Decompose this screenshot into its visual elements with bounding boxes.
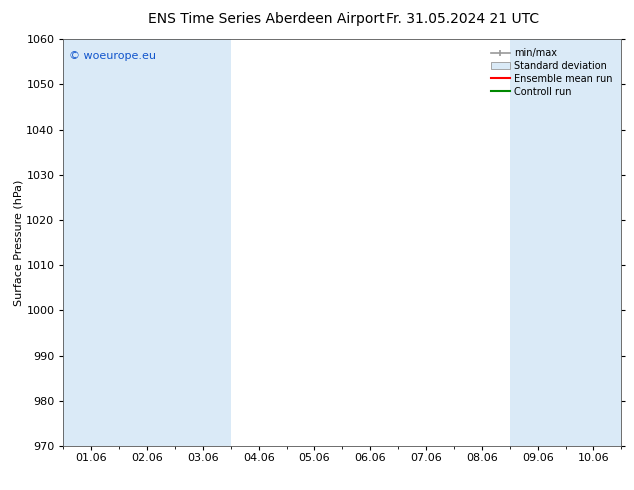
Y-axis label: Surface Pressure (hPa): Surface Pressure (hPa) [13,179,23,306]
Legend: min/max, Standard deviation, Ensemble mean run, Controll run: min/max, Standard deviation, Ensemble me… [487,44,616,100]
Bar [63,39,231,446]
Text: Fr. 31.05.2024 21 UTC: Fr. 31.05.2024 21 UTC [386,12,540,26]
Text: © woeurope.eu: © woeurope.eu [69,51,156,61]
Bar [510,39,621,446]
Text: ENS Time Series Aberdeen Airport: ENS Time Series Aberdeen Airport [148,12,385,26]
